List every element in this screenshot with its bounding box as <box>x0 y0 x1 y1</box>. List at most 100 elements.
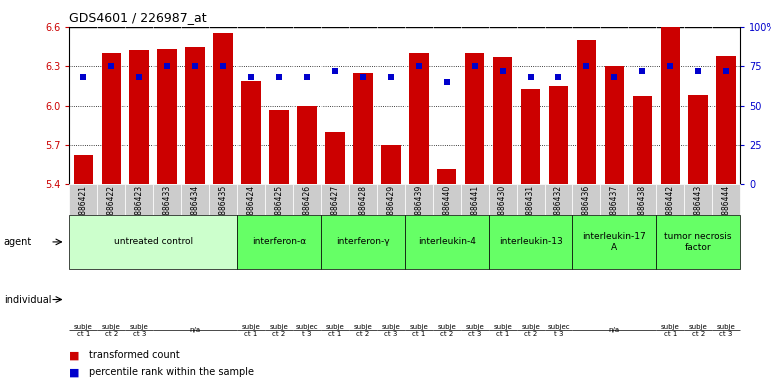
Point <box>245 74 258 80</box>
Point <box>440 79 453 85</box>
Text: GSM886434: GSM886434 <box>190 185 200 232</box>
Text: GSM886423: GSM886423 <box>135 185 143 232</box>
Bar <box>353 73 372 184</box>
Text: GSM886424: GSM886424 <box>247 185 255 232</box>
Text: GSM886432: GSM886432 <box>554 185 563 232</box>
Text: subje
ct 1: subje ct 1 <box>325 324 345 337</box>
Text: subje
ct 1: subje ct 1 <box>409 324 428 337</box>
Text: GSM886421: GSM886421 <box>79 185 88 231</box>
Bar <box>69 184 97 215</box>
Text: GSM886422: GSM886422 <box>107 185 116 231</box>
Point <box>469 63 481 69</box>
Bar <box>716 56 736 184</box>
Bar <box>73 156 93 184</box>
Bar <box>153 184 181 215</box>
Bar <box>125 184 153 215</box>
Bar <box>297 106 317 184</box>
Bar <box>712 184 740 215</box>
Point <box>581 63 593 69</box>
Bar <box>157 49 177 184</box>
Point <box>161 63 173 69</box>
Text: subjec
t 3: subjec t 3 <box>295 324 318 337</box>
Point <box>608 74 621 80</box>
Point <box>552 74 564 80</box>
Text: n/a: n/a <box>609 327 620 333</box>
Text: GSM886438: GSM886438 <box>638 185 647 232</box>
Text: transformed count: transformed count <box>89 350 180 360</box>
Bar <box>656 215 740 269</box>
Bar <box>517 184 544 215</box>
Bar <box>628 184 656 215</box>
Bar <box>265 184 293 215</box>
Bar <box>209 184 237 215</box>
Point <box>189 63 201 69</box>
Text: subje
ct 3: subje ct 3 <box>382 324 400 337</box>
Point <box>664 63 676 69</box>
Point <box>217 63 229 69</box>
Text: GSM886433: GSM886433 <box>163 185 172 232</box>
Bar <box>348 184 377 215</box>
Bar <box>572 184 601 215</box>
Point <box>328 68 341 74</box>
Point <box>412 63 425 69</box>
Bar <box>465 53 484 184</box>
Bar <box>321 184 348 215</box>
Bar <box>241 81 261 184</box>
Text: subje
ct 2: subje ct 2 <box>270 324 288 337</box>
Text: interferon-α: interferon-α <box>252 237 306 247</box>
Bar <box>214 33 233 184</box>
Text: GSM886429: GSM886429 <box>386 185 396 232</box>
Point <box>357 74 369 80</box>
Bar <box>181 184 209 215</box>
Text: subje
ct 2: subje ct 2 <box>102 324 121 337</box>
Text: subje
ct 2: subje ct 2 <box>353 324 372 337</box>
Text: GSM886437: GSM886437 <box>610 185 619 232</box>
Bar <box>689 95 708 184</box>
Bar <box>577 40 596 184</box>
Bar <box>520 89 540 184</box>
Point <box>720 68 732 74</box>
Bar <box>549 86 568 184</box>
Text: subje
ct 1: subje ct 1 <box>493 324 512 337</box>
Bar <box>405 184 433 215</box>
Bar <box>321 215 405 269</box>
Text: GSM886435: GSM886435 <box>219 185 227 232</box>
Point <box>105 63 117 69</box>
Text: subjec
t 3: subjec t 3 <box>547 324 570 337</box>
Text: GSM886425: GSM886425 <box>274 185 284 232</box>
Text: GSM886441: GSM886441 <box>470 185 479 232</box>
Text: subje
ct 3: subje ct 3 <box>130 324 149 337</box>
Point <box>385 74 397 80</box>
Text: subje
ct 3: subje ct 3 <box>465 324 484 337</box>
Bar <box>489 215 572 269</box>
Text: GSM886444: GSM886444 <box>722 185 731 232</box>
Text: subje
ct 2: subje ct 2 <box>437 324 456 337</box>
Bar <box>489 184 517 215</box>
Bar <box>661 27 680 184</box>
Text: percentile rank within the sample: percentile rank within the sample <box>89 367 254 377</box>
Bar <box>493 57 513 184</box>
Text: untreated control: untreated control <box>113 237 193 247</box>
Bar <box>684 184 712 215</box>
Bar <box>405 215 489 269</box>
Text: subje
ct 1: subje ct 1 <box>74 324 93 337</box>
Bar <box>433 184 460 215</box>
Text: ■: ■ <box>69 350 80 360</box>
Point <box>692 68 705 74</box>
Text: interferon-γ: interferon-γ <box>336 237 389 247</box>
Text: GSM886436: GSM886436 <box>582 185 591 232</box>
Bar <box>601 184 628 215</box>
Point <box>497 68 509 74</box>
Bar <box>237 215 321 269</box>
Bar <box>409 53 429 184</box>
Bar <box>185 46 205 184</box>
Bar <box>130 50 149 184</box>
Bar <box>102 53 121 184</box>
Bar <box>460 184 489 215</box>
Text: GDS4601 / 226987_at: GDS4601 / 226987_at <box>69 12 207 25</box>
Bar <box>656 184 684 215</box>
Text: individual: individual <box>4 295 52 305</box>
Bar <box>572 215 656 269</box>
Text: GSM886431: GSM886431 <box>526 185 535 232</box>
Text: GSM886442: GSM886442 <box>666 185 675 232</box>
